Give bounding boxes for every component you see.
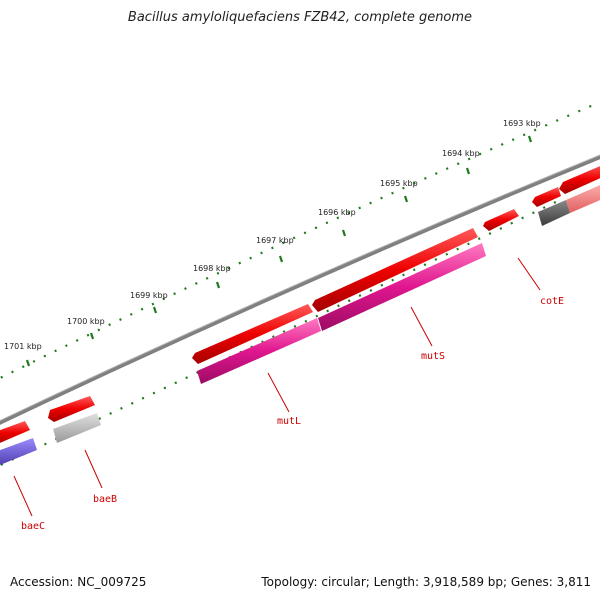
major-tick [152, 306, 158, 314]
genome-summary-text: Topology: circular; Length: 3,918,589 bp… [261, 575, 591, 589]
leader-mutS [410, 306, 433, 347]
leader-cotE [517, 257, 541, 291]
gene-label-mutS[interactable]: mutS [421, 351, 445, 362]
feature-bar-mutL[interactable] [197, 318, 321, 384]
ruler-label-1699: 1699 kbp [130, 291, 168, 300]
gene-feature-track [0, 183, 600, 467]
leader-baeB [84, 449, 103, 489]
major-tick [215, 281, 221, 289]
feature-bar-mutS[interactable] [318, 243, 486, 331]
ruler-label-1700: 1700 kbp [67, 317, 105, 326]
feature-bar-dark[interactable] [538, 200, 570, 226]
major-tick [341, 229, 347, 237]
major-tick [527, 135, 533, 143]
major-tick [278, 255, 284, 263]
ruler-label-1695: 1695 kbp [380, 179, 418, 188]
gene-arrow-mutL-cds[interactable] [192, 304, 313, 364]
gene-label-baeC[interactable]: baeC [21, 521, 45, 532]
outer-ruler-minor-ticks [0, 100, 600, 380]
feature-bar-pink[interactable] [566, 183, 600, 213]
leader-baeC [13, 475, 33, 517]
gene-arrow-cotE-cds[interactable] [483, 209, 519, 231]
gene-label-leaders [13, 257, 541, 517]
gene-arrow-small-2[interactable] [559, 164, 600, 194]
gene-label-cotE[interactable]: cotE [540, 296, 564, 307]
ruler-label-1694: 1694 kbp [442, 149, 480, 158]
genome-backbone [0, 154, 600, 425]
ruler-label-1701: 1701 kbp [4, 342, 42, 351]
leader-mutL [267, 372, 290, 413]
ruler-label-1698: 1698 kbp [193, 264, 231, 273]
forward-gene-track [0, 164, 600, 445]
gene-arrow-small-1[interactable] [532, 187, 561, 207]
major-tick [403, 195, 409, 203]
gene-label-mutL[interactable]: mutL [277, 416, 301, 427]
gene-arrow-baeC-region[interactable] [0, 421, 30, 445]
gene-arrow-baeB-region[interactable] [48, 396, 95, 422]
major-tick [465, 167, 471, 175]
ruler-label-1693: 1693 kbp [503, 119, 541, 128]
feature-bar-baeC[interactable] [0, 438, 37, 467]
gene-arrow-mutS-cds[interactable] [312, 228, 478, 312]
feature-bar-baeB[interactable] [53, 413, 101, 443]
genome-title: Bacillus amyloliquefaciens FZB42, comple… [127, 10, 473, 25]
outer-ruler-major-ticks [25, 135, 533, 367]
ruler-label-1697: 1697 kbp [256, 236, 294, 245]
major-tick [25, 359, 31, 367]
accession-text: Accession: NC_009725 [10, 575, 147, 589]
gene-label-baeB[interactable]: baeB [93, 494, 117, 505]
ruler-label-1696: 1696 kbp [318, 208, 356, 217]
major-tick [89, 332, 95, 340]
